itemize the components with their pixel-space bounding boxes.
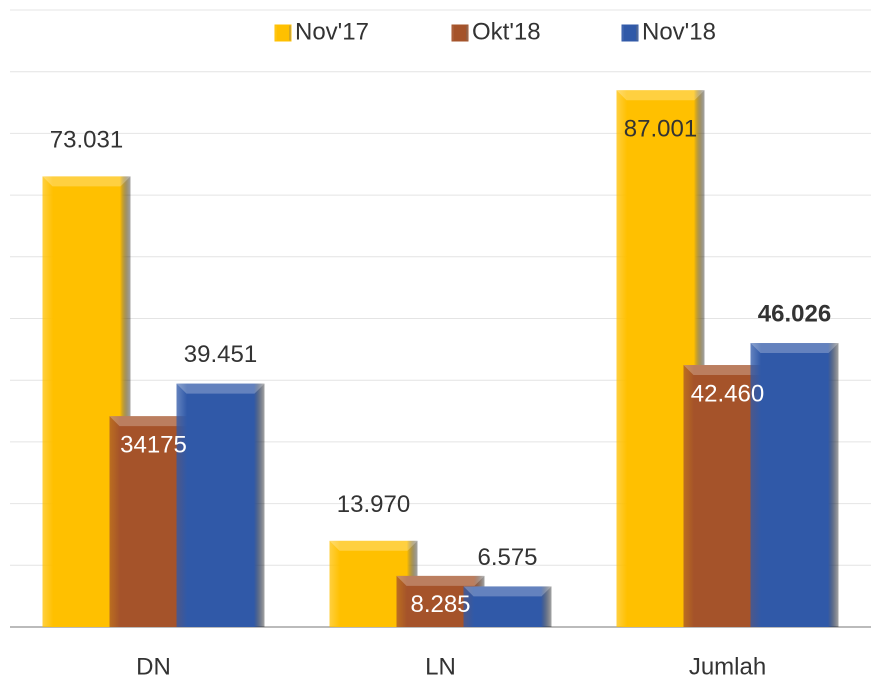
legend-marker [621,24,639,42]
legend-label: Nov'17 [295,18,369,45]
legend-label: Okt'18 [472,18,541,45]
data-label: 8.285 [410,591,470,618]
data-label: 13.970 [337,491,410,518]
data-label: 87.001 [624,116,697,143]
x-tick-label: Jumlah [689,653,766,680]
x-tick-label: DN [136,653,171,680]
legend-marker [451,24,469,42]
data-label: 34175 [120,431,187,458]
data-label: 42.460 [691,380,764,407]
legend-label: Nov'18 [642,18,716,45]
data-label: 39.451 [184,341,257,368]
x-tick-label: LN [425,653,456,680]
data-label: 46.026 [758,300,831,327]
bar [463,586,552,627]
bar [176,383,265,627]
bar [750,343,839,627]
data-label: 6.575 [477,544,537,571]
legend-marker [274,24,292,42]
data-label: 73.031 [50,127,123,154]
